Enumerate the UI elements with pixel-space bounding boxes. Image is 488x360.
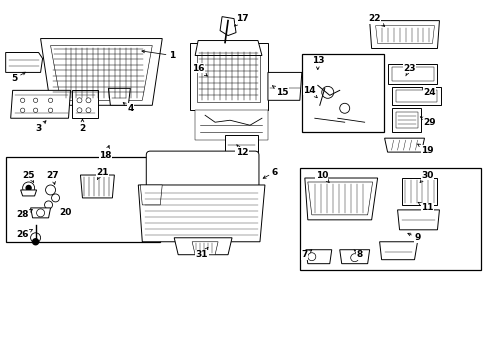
Polygon shape bbox=[397, 210, 439, 230]
Polygon shape bbox=[195, 41, 262, 55]
Polygon shape bbox=[195, 110, 267, 140]
Polygon shape bbox=[81, 175, 114, 198]
Polygon shape bbox=[391, 108, 421, 132]
Polygon shape bbox=[395, 90, 437, 102]
Circle shape bbox=[26, 185, 31, 190]
Text: 10: 10 bbox=[315, 171, 328, 183]
Polygon shape bbox=[31, 208, 50, 218]
Polygon shape bbox=[20, 190, 37, 196]
Text: 27: 27 bbox=[46, 171, 59, 184]
Polygon shape bbox=[384, 138, 424, 152]
Text: 15: 15 bbox=[272, 86, 287, 97]
Text: 31: 31 bbox=[196, 247, 208, 259]
Polygon shape bbox=[138, 185, 264, 242]
Text: 19: 19 bbox=[417, 144, 433, 154]
Text: 21: 21 bbox=[96, 167, 108, 179]
Text: 9: 9 bbox=[407, 233, 420, 242]
Text: 2: 2 bbox=[79, 119, 85, 133]
Text: 28: 28 bbox=[17, 210, 32, 219]
Polygon shape bbox=[108, 88, 130, 105]
Text: 22: 22 bbox=[367, 14, 384, 26]
Polygon shape bbox=[220, 17, 236, 36]
Text: 12: 12 bbox=[235, 145, 248, 157]
FancyBboxPatch shape bbox=[146, 151, 259, 189]
Polygon shape bbox=[387, 64, 437, 84]
Text: 11: 11 bbox=[417, 202, 433, 212]
Polygon shape bbox=[72, 90, 98, 118]
Polygon shape bbox=[148, 155, 258, 185]
Text: 29: 29 bbox=[419, 117, 435, 127]
Polygon shape bbox=[11, 90, 70, 118]
Text: 23: 23 bbox=[403, 64, 415, 76]
Text: 4: 4 bbox=[123, 103, 133, 113]
Text: 25: 25 bbox=[22, 171, 35, 182]
Polygon shape bbox=[6, 53, 42, 72]
Polygon shape bbox=[224, 135, 258, 152]
Text: 6: 6 bbox=[263, 167, 278, 178]
Polygon shape bbox=[41, 39, 162, 105]
Polygon shape bbox=[391, 87, 441, 105]
Polygon shape bbox=[50, 45, 152, 100]
Polygon shape bbox=[305, 250, 331, 264]
Text: 14: 14 bbox=[303, 86, 317, 98]
Polygon shape bbox=[391, 67, 433, 81]
Text: 7: 7 bbox=[301, 250, 311, 259]
Polygon shape bbox=[307, 182, 372, 215]
Polygon shape bbox=[395, 112, 417, 128]
Text: 30: 30 bbox=[419, 171, 433, 183]
Bar bbox=[301, 54, 383, 132]
Text: 17: 17 bbox=[234, 14, 248, 26]
Text: 13: 13 bbox=[311, 56, 324, 69]
Polygon shape bbox=[197, 50, 260, 102]
Circle shape bbox=[33, 239, 39, 245]
Polygon shape bbox=[304, 178, 377, 220]
Bar bbox=[6, 157, 160, 242]
Polygon shape bbox=[140, 185, 162, 205]
Text: 18: 18 bbox=[99, 145, 111, 159]
Polygon shape bbox=[401, 178, 437, 205]
Text: 16: 16 bbox=[191, 64, 207, 76]
Polygon shape bbox=[192, 242, 218, 255]
Text: 20: 20 bbox=[59, 208, 72, 217]
Text: 24: 24 bbox=[421, 88, 435, 97]
Polygon shape bbox=[190, 42, 267, 110]
Text: 1: 1 bbox=[142, 50, 175, 60]
Text: 8: 8 bbox=[353, 250, 362, 259]
Bar bbox=[299, 168, 480, 270]
Polygon shape bbox=[339, 250, 369, 264]
Text: 5: 5 bbox=[12, 72, 25, 83]
Polygon shape bbox=[369, 21, 439, 49]
Polygon shape bbox=[267, 72, 301, 100]
Text: 26: 26 bbox=[17, 230, 32, 239]
Polygon shape bbox=[174, 238, 232, 255]
Polygon shape bbox=[375, 26, 433, 44]
Polygon shape bbox=[379, 242, 417, 260]
Text: 3: 3 bbox=[36, 121, 46, 133]
